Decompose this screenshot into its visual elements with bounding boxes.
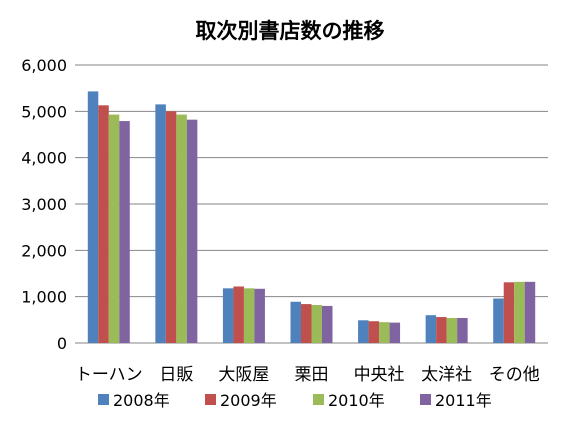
x-category-label: 太洋社 bbox=[421, 365, 472, 385]
bar bbox=[254, 288, 265, 343]
bar bbox=[98, 105, 109, 343]
x-category-label: 大阪屋 bbox=[218, 365, 269, 385]
bar bbox=[233, 286, 244, 343]
legend-label: 2010年 bbox=[328, 391, 385, 410]
bar bbox=[389, 322, 401, 343]
y-tick-label: 1,000 bbox=[21, 288, 67, 307]
bar bbox=[155, 104, 166, 343]
bar bbox=[87, 91, 99, 343]
x-axis-categories: トーハン 日販 大阪屋 栗田 中央社 太洋社 その他 bbox=[75, 365, 540, 385]
legend-label: 2009年 bbox=[220, 391, 277, 410]
bar bbox=[379, 322, 390, 343]
bar bbox=[457, 317, 468, 343]
bar bbox=[368, 321, 380, 343]
bar bbox=[436, 317, 447, 343]
bar bbox=[311, 305, 322, 343]
y-tick-label: 3,000 bbox=[21, 195, 67, 214]
x-category-label: 日販 bbox=[159, 365, 193, 385]
legend-swatch bbox=[313, 394, 324, 405]
x-category-label: その他 bbox=[489, 365, 540, 385]
bar bbox=[322, 305, 333, 343]
legend-label: 2008年 bbox=[113, 391, 170, 410]
x-category-label: 中央社 bbox=[354, 365, 405, 385]
bar bbox=[493, 298, 504, 343]
bar bbox=[119, 121, 130, 344]
bar bbox=[290, 301, 301, 343]
y-tick-label: 5,000 bbox=[21, 102, 67, 121]
legend-label: 2011年 bbox=[435, 391, 492, 410]
bar bbox=[222, 288, 234, 343]
bar bbox=[176, 114, 187, 344]
bar bbox=[186, 119, 198, 343]
y-tick-label: 4,000 bbox=[21, 149, 67, 168]
bar bbox=[446, 317, 458, 343]
y-axis-ticks: 0 1,000 2,000 3,000 4,000 5,000 6,000 bbox=[21, 56, 67, 353]
legend: 2008年 2009年 2010年 2011年 bbox=[98, 391, 492, 410]
legend-swatch bbox=[420, 394, 431, 405]
gridlines bbox=[75, 64, 548, 344]
bar bbox=[108, 114, 120, 344]
bars bbox=[87, 91, 536, 344]
bar bbox=[425, 315, 437, 343]
bar bbox=[524, 281, 536, 343]
bar bbox=[358, 320, 369, 343]
bar bbox=[243, 288, 255, 343]
legend-swatch bbox=[205, 394, 216, 405]
legend-swatch bbox=[98, 394, 109, 405]
y-tick-label: 2,000 bbox=[21, 241, 67, 260]
y-tick-label: 6,000 bbox=[21, 56, 67, 75]
bar bbox=[301, 304, 312, 343]
x-category-label: トーハン bbox=[75, 365, 143, 385]
bar bbox=[165, 111, 177, 343]
x-category-label: 栗田 bbox=[295, 365, 329, 385]
y-tick-label: 0 bbox=[57, 334, 67, 353]
bar bbox=[514, 281, 525, 343]
bar bbox=[503, 282, 515, 343]
chart-title: 取次別書店数の推移 bbox=[196, 19, 385, 43]
